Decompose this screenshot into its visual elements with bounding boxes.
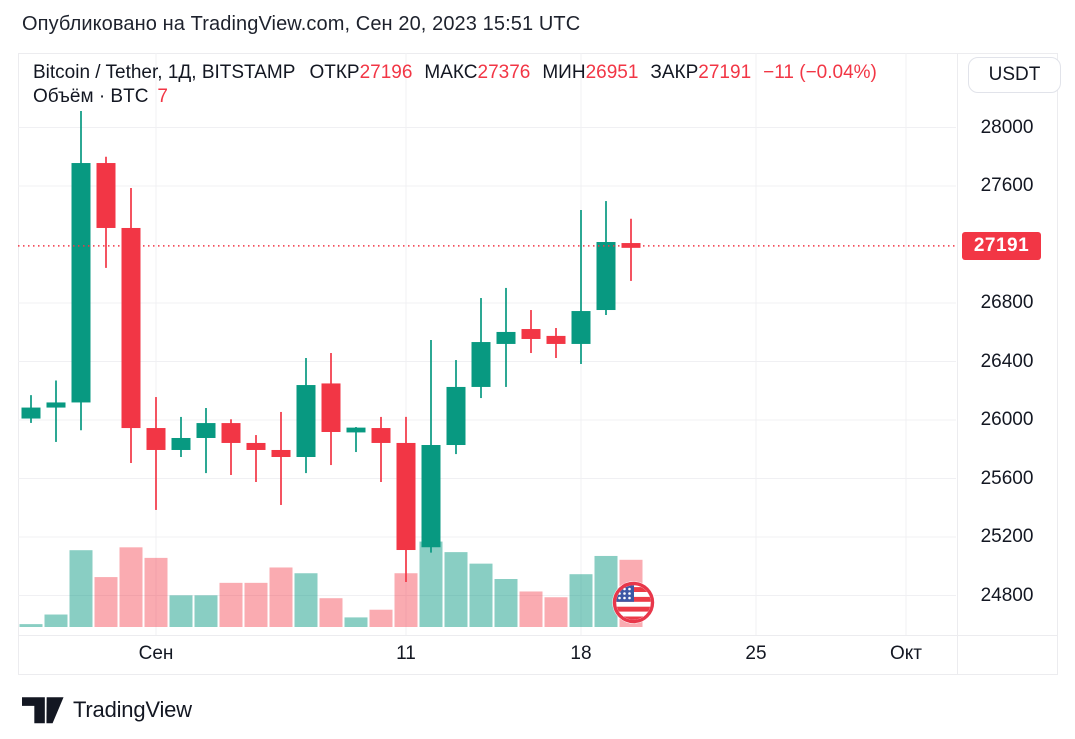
ohlc-field-label: МИН	[542, 62, 586, 83]
price-tick-label: 26400	[980, 350, 1034, 372]
time-tick-label: 18	[570, 643, 592, 664]
ohlc-field-value: 27376	[477, 62, 531, 83]
last-price-badge: 27191	[962, 232, 1041, 260]
tradingview-logo-mark	[22, 696, 64, 723]
time-tick-label: 25	[745, 643, 767, 664]
volume-bar	[194, 595, 218, 627]
volume-bar	[169, 595, 193, 627]
legend-row-volume: Объём · BTC 7	[33, 85, 877, 109]
price-tick-label: 28000	[980, 116, 1034, 138]
candle-body	[46, 402, 66, 408]
ohlc-fields: ОТКР27196 МАКС27376 МИН26951 ЗАКР27191	[309, 62, 763, 83]
volume-bar	[219, 582, 243, 627]
volume-bar	[444, 552, 468, 627]
time-tick-label: Окт	[889, 643, 923, 664]
candle-body	[96, 163, 116, 228]
chart-legend: Bitcoin / Tether, 1Д, BITSTAMP ОТКР27196 М…	[33, 61, 877, 109]
volume-bar	[144, 557, 168, 627]
volume-bar	[569, 574, 593, 627]
candle-body	[221, 423, 241, 443]
candle-body	[346, 427, 366, 433]
price-tick-label: 26000	[980, 409, 1034, 430]
ohlc-field: ОТКР27196	[309, 62, 412, 83]
candle-body	[471, 342, 491, 387]
candle-body	[146, 428, 166, 450]
time-tick-label: Сен	[138, 643, 174, 664]
volume-bar	[119, 547, 143, 627]
ohlc-field: МИН26951	[542, 62, 638, 83]
candle-body	[21, 407, 41, 419]
candle-body	[521, 329, 541, 339]
candle-body	[321, 383, 341, 432]
ohlc-field-label: МАКС	[424, 62, 478, 83]
volume-label: Объём · BTC	[33, 86, 149, 107]
candle-body	[446, 386, 466, 446]
candle-body	[371, 428, 391, 443]
change-value: −11 (−0.04%)	[763, 62, 877, 83]
publish-headline: Опубликовано на TradingView.com, Сен 20,…	[22, 13, 581, 35]
tradingview-logo-text: TradingView	[73, 697, 192, 722]
candle-body	[621, 243, 641, 248]
ohlc-field-value: 27191	[698, 62, 752, 83]
volume-bar	[94, 577, 118, 627]
candle-body	[546, 335, 566, 344]
ohlc-field-value: 26951	[585, 62, 639, 83]
candle-body	[71, 163, 91, 403]
chart-panel	[18, 53, 1058, 675]
volume-bar	[69, 550, 93, 627]
symbol-title: Bitcoin / Tether, 1Д, BITSTAMP	[33, 62, 296, 83]
candle-body	[596, 242, 616, 311]
candle-body	[296, 385, 316, 458]
candle-body	[196, 423, 216, 438]
candle-body	[171, 437, 191, 450]
volume-bar	[544, 597, 568, 627]
volume-bar	[394, 573, 418, 627]
volume-bar	[594, 555, 618, 627]
price-tick-label: 25200	[980, 526, 1034, 547]
volume-bar	[494, 579, 518, 627]
currency-toggle-button[interactable]: USDT	[968, 57, 1061, 93]
candle-body	[246, 442, 266, 450]
legend-row-main: Bitcoin / Tether, 1Д, BITSTAMP ОТКР27196 М…	[33, 61, 877, 85]
volume-bar	[44, 614, 68, 627]
volume-bar	[269, 567, 293, 627]
ohlc-field-label: ЗАКР	[650, 62, 699, 83]
volume-bar	[369, 609, 393, 627]
ohlc-field-label: ОТКР	[309, 62, 360, 83]
price-tick-label: 24800	[980, 584, 1034, 606]
price-axis-separator	[957, 53, 958, 675]
ohlc-field: ЗАКР27191	[650, 62, 751, 83]
candle-body	[421, 445, 441, 548]
price-tick-label: 25600	[980, 467, 1034, 489]
volume-bar	[19, 624, 43, 627]
volume-bar	[319, 598, 343, 627]
price-tick-label: 26800	[980, 292, 1034, 313]
volume-bar	[244, 582, 268, 627]
volume-value: 7	[157, 86, 168, 107]
ohlc-field-value: 27196	[359, 62, 413, 83]
candle-body	[396, 442, 416, 551]
time-axis-separator	[18, 635, 1057, 636]
volume-bar	[469, 563, 493, 627]
ohlc-field: МАКС27376	[424, 62, 530, 83]
us-flag-event-icon[interactable]	[612, 581, 655, 624]
tradingview-logo[interactable]: TradingView	[22, 694, 192, 726]
candle-body	[496, 331, 516, 344]
candle-body	[571, 311, 591, 344]
volume-bar	[294, 573, 318, 627]
candle-body	[121, 227, 141, 429]
volume-bar	[419, 541, 443, 627]
volume-bar	[519, 591, 543, 627]
time-tick-label: 11	[396, 643, 416, 664]
price-tick-label: 27600	[980, 175, 1034, 196]
candle-body	[271, 449, 291, 458]
volume-bar	[344, 617, 368, 627]
